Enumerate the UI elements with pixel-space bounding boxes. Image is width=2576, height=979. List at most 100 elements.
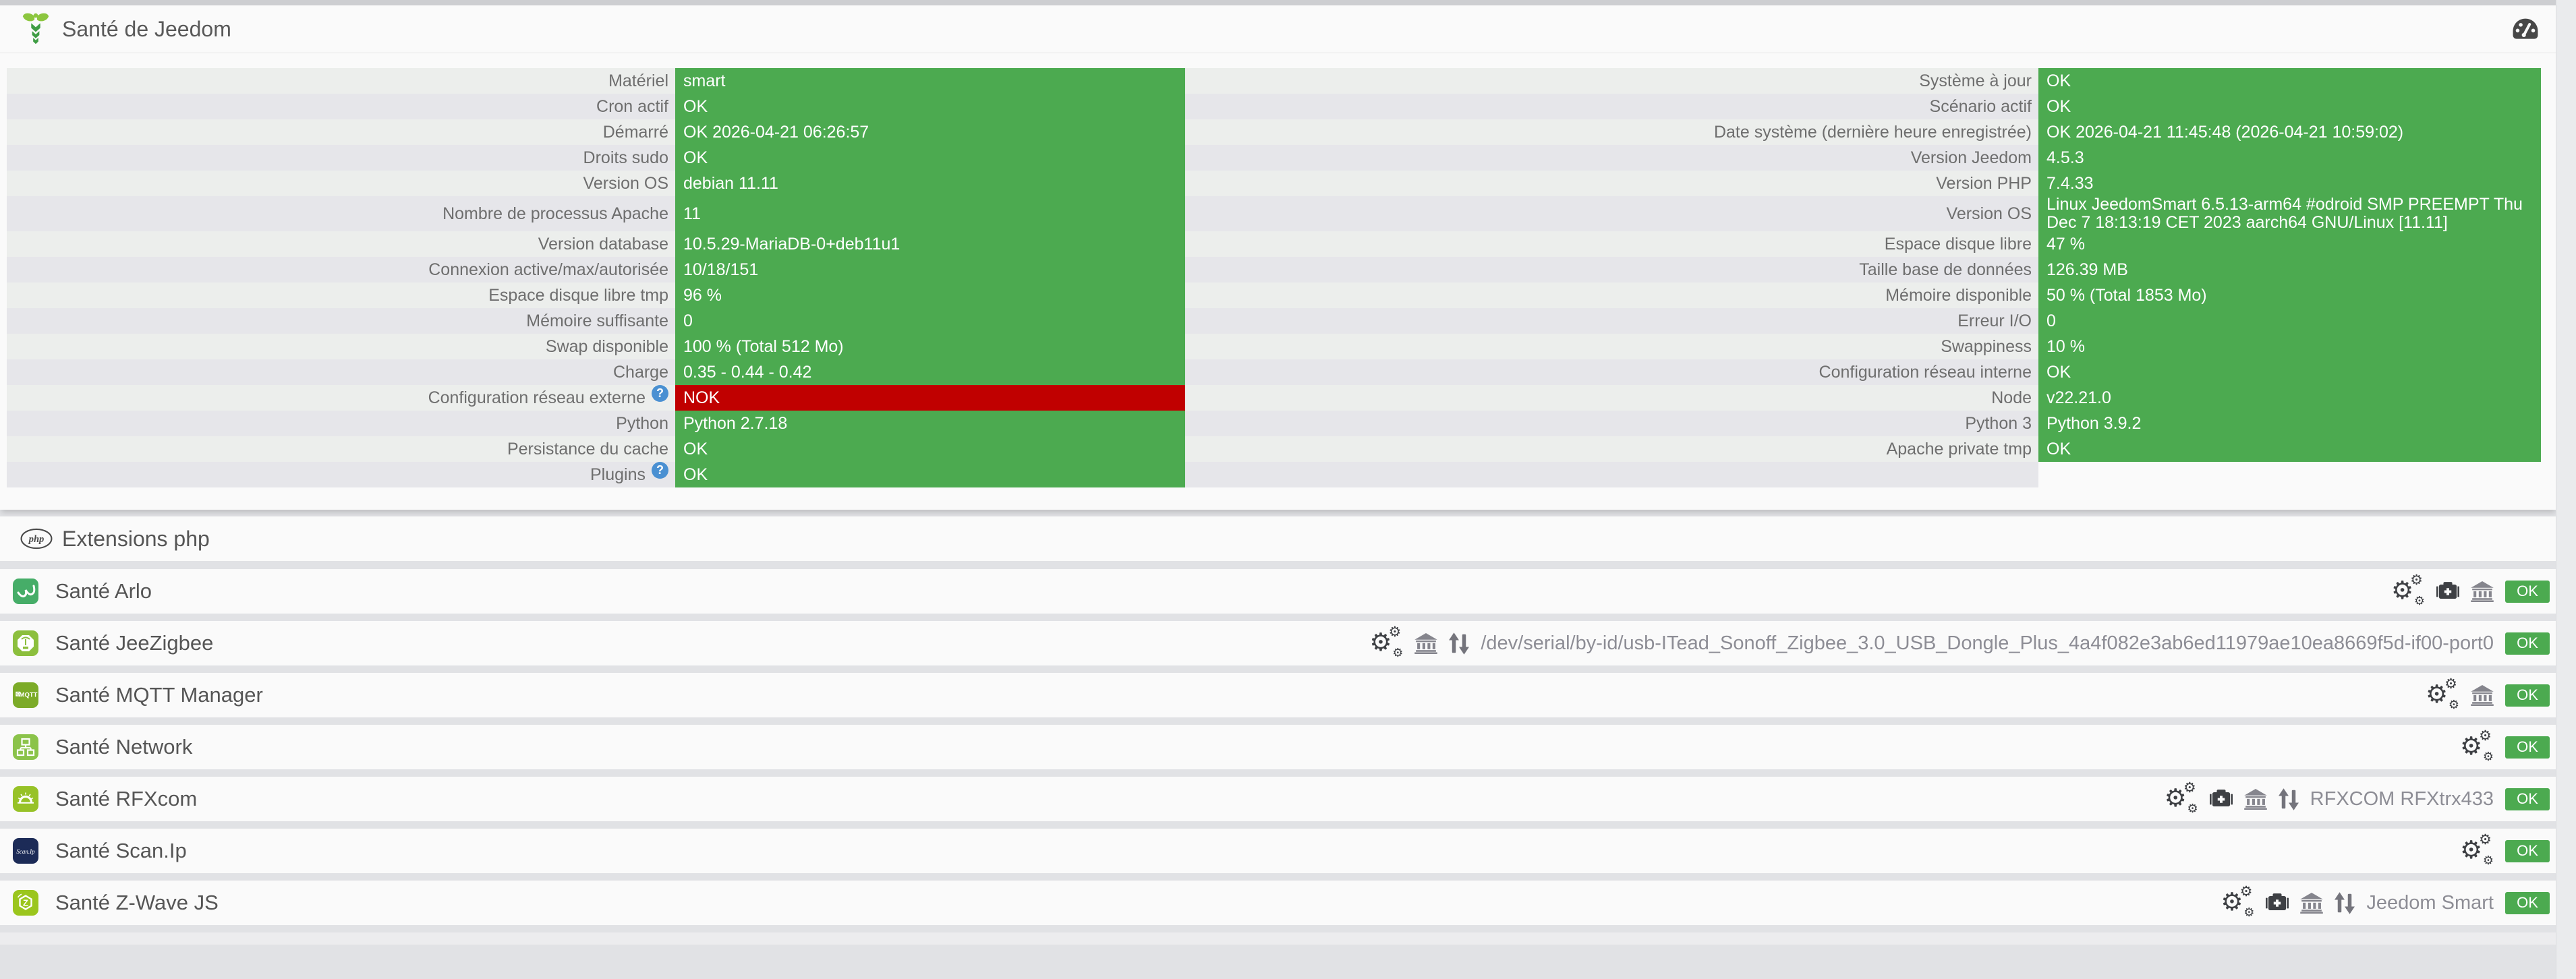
php-extensions-panel: php Extensions php — [0, 516, 2556, 561]
cogs-icon[interactable]: ⚙ ⚙ ⚙ — [2460, 728, 2494, 763]
bank-icon[interactable] — [2243, 788, 2267, 810]
status-badge: OK — [2505, 839, 2550, 862]
exchange-icon[interactable] — [1449, 632, 1470, 655]
row-left-pad — [0, 283, 7, 308]
health-row: Droits sudo OK Version Jeedom 4.5.3 — [0, 145, 2556, 171]
health-right-label: Système à jour — [1185, 68, 2038, 94]
tachometer-icon[interactable] — [2512, 18, 2539, 40]
row-left-pad — [0, 171, 7, 196]
health-left-value: debian 11.11 — [675, 171, 1185, 196]
health-row: Connexion active/max/autorisée 10/18/151… — [0, 257, 2556, 283]
section-gap — [0, 561, 2556, 569]
health-left-label: Espace disque libre tmp — [7, 283, 675, 308]
svg-text:php: php — [28, 534, 45, 545]
bank-icon[interactable] — [2300, 892, 2324, 914]
health-left-value: OK — [675, 462, 1185, 487]
health-row: Espace disque libre tmp 96 % Mémoire dis… — [0, 283, 2556, 308]
svg-text:Z: Z — [23, 898, 28, 908]
top-border-strip — [0, 0, 2556, 5]
health-left-label: Python — [7, 411, 675, 436]
health-left-label: Version database — [7, 231, 675, 257]
plugin-row: Santé Network ⚙ ⚙ ⚙ OK — [0, 725, 2556, 769]
medkit-icon[interactable] — [2436, 581, 2459, 601]
health-left-label: Plugins ? — [7, 461, 675, 487]
plugin-row: Santé RFXcom ⚙ ⚙ ⚙ RFXCOM RFXtrx433 OK — [0, 777, 2556, 821]
health-left-label: Nombre de processus Apache — [7, 196, 675, 231]
health-right-label: Scénario actif — [1185, 94, 2038, 119]
cogs-icon[interactable]: ⚙ ⚙ ⚙ — [2460, 832, 2494, 867]
health-left-value: NOK — [675, 385, 1185, 411]
status-badge: OK — [2505, 684, 2550, 707]
health-panel: Santé de Jeedom Matériel smart Système à… — [0, 5, 2556, 510]
plugin-row-actions: ⚙ ⚙ ⚙ RFXCOM RFXtrx433 OK — [2164, 780, 2550, 815]
health-left-value: 100 % (Total 512 Mo) — [675, 334, 1185, 359]
health-left-label: Cron actif — [7, 94, 675, 119]
health-left-label: Persistance du cache — [7, 436, 675, 462]
row-left-pad — [0, 196, 7, 231]
health-right-value: OK — [2038, 68, 2541, 94]
bank-icon[interactable] — [2471, 581, 2494, 602]
plugin-name: Santé Z-Wave JS — [55, 891, 219, 914]
health-right-value: 126.39 MB — [2038, 257, 2541, 283]
health-right-label: Mémoire disponible — [1185, 283, 2038, 308]
medkit-icon[interactable] — [2266, 893, 2289, 913]
health-left-value: 0 — [675, 308, 1185, 334]
cogs-icon[interactable]: ⚙ ⚙ ⚙ — [2164, 780, 2198, 815]
cogs-icon[interactable]: ⚙ ⚙ ⚙ — [1369, 624, 1404, 659]
cogs-icon[interactable]: ⚙ ⚙ ⚙ — [2221, 884, 2255, 919]
question-circle-icon[interactable]: ? — [652, 384, 668, 402]
row-left-pad — [0, 411, 7, 436]
row-left-pad — [0, 308, 7, 334]
health-left-label: Droits sudo — [7, 145, 675, 171]
row-left-pad — [0, 385, 7, 411]
plugin-name: Santé Arlo — [55, 579, 152, 603]
plugin-icon — [13, 630, 38, 656]
health-left-label: Configuration réseau externe ? — [7, 384, 675, 411]
health-right-label: Erreur I/O — [1185, 308, 2038, 334]
exchange-icon[interactable] — [2335, 891, 2355, 914]
health-left-label: Matériel — [7, 68, 675, 94]
question-circle-icon[interactable]: ? — [652, 461, 668, 479]
health-right-label: Configuration réseau interne — [1185, 359, 2038, 385]
plugin-port-info: /dev/serial/by-id/usb-ITead_Sonoff_Zigbe… — [1481, 632, 2494, 654]
health-right-value: OK 2026-04-21 11:45:48 (2026-04-21 10:59… — [2038, 119, 2541, 145]
plugin-health-list: Santé Arlo ⚙ ⚙ ⚙ OK Santé JeeZigbee ⚙ ⚙ ⚙ /de… — [0, 569, 2556, 925]
cogs-icon[interactable]: ⚙ ⚙ ⚙ — [2391, 572, 2425, 607]
health-right-value: OK — [2038, 436, 2541, 462]
plugin-row: Santé JeeZigbee ⚙ ⚙ ⚙ /dev/serial/by-id/usb… — [0, 621, 2556, 665]
plugin-name: Santé RFXcom — [55, 787, 198, 810]
svg-text:Scan.Ip: Scan.Ip — [16, 848, 35, 855]
health-left-value: smart — [675, 68, 1185, 94]
medkit-icon[interactable] — [2209, 789, 2233, 809]
health-right-label: Version Jeedom — [1185, 145, 2038, 171]
health-left-label: Connexion active/max/autorisée — [7, 257, 675, 283]
health-row: Configuration réseau externe ? NOK Node … — [0, 384, 2556, 411]
row-left-pad — [0, 359, 7, 385]
plugin-name: Santé Network — [55, 735, 193, 759]
plugin-icon: MQTT — [13, 682, 38, 708]
vertical-scrollbar[interactable] — [2556, 0, 2576, 979]
status-badge: OK — [2505, 632, 2550, 655]
health-left-value: OK — [675, 436, 1185, 462]
health-right-label: Version PHP — [1185, 171, 2038, 196]
plugin-row: MQTT Santé MQTT Manager ⚙ ⚙ ⚙ OK — [0, 673, 2556, 717]
plugin-row-actions: ⚙ ⚙ ⚙ OK — [2426, 676, 2550, 711]
health-left-label: Charge — [7, 359, 675, 385]
bank-icon[interactable] — [1414, 632, 1438, 654]
php-extensions-title: Extensions php — [62, 526, 210, 551]
health-left-label: Mémoire suffisante — [7, 308, 675, 334]
row-left-pad — [0, 436, 7, 462]
cogs-icon[interactable]: ⚙ ⚙ ⚙ — [2426, 676, 2459, 711]
row-left-pad — [0, 257, 7, 283]
page-title: Santé de Jeedom — [62, 16, 231, 41]
row-left-pad — [0, 94, 7, 119]
bank-icon[interactable] — [2471, 684, 2494, 706]
health-left-value: 96 % — [675, 283, 1185, 308]
exchange-icon[interactable] — [2278, 788, 2299, 810]
health-right-value: 10 % — [2038, 334, 2541, 359]
health-row: Version database 10.5.29-MariaDB-0+deb11… — [0, 231, 2556, 257]
health-right-value: Python 3.9.2 — [2038, 411, 2541, 436]
health-left-value: 11 — [675, 196, 1185, 231]
health-right-label: Date système (dernière heure enregistrée… — [1185, 119, 2038, 145]
health-right-label: Taille base de données — [1185, 257, 2038, 283]
